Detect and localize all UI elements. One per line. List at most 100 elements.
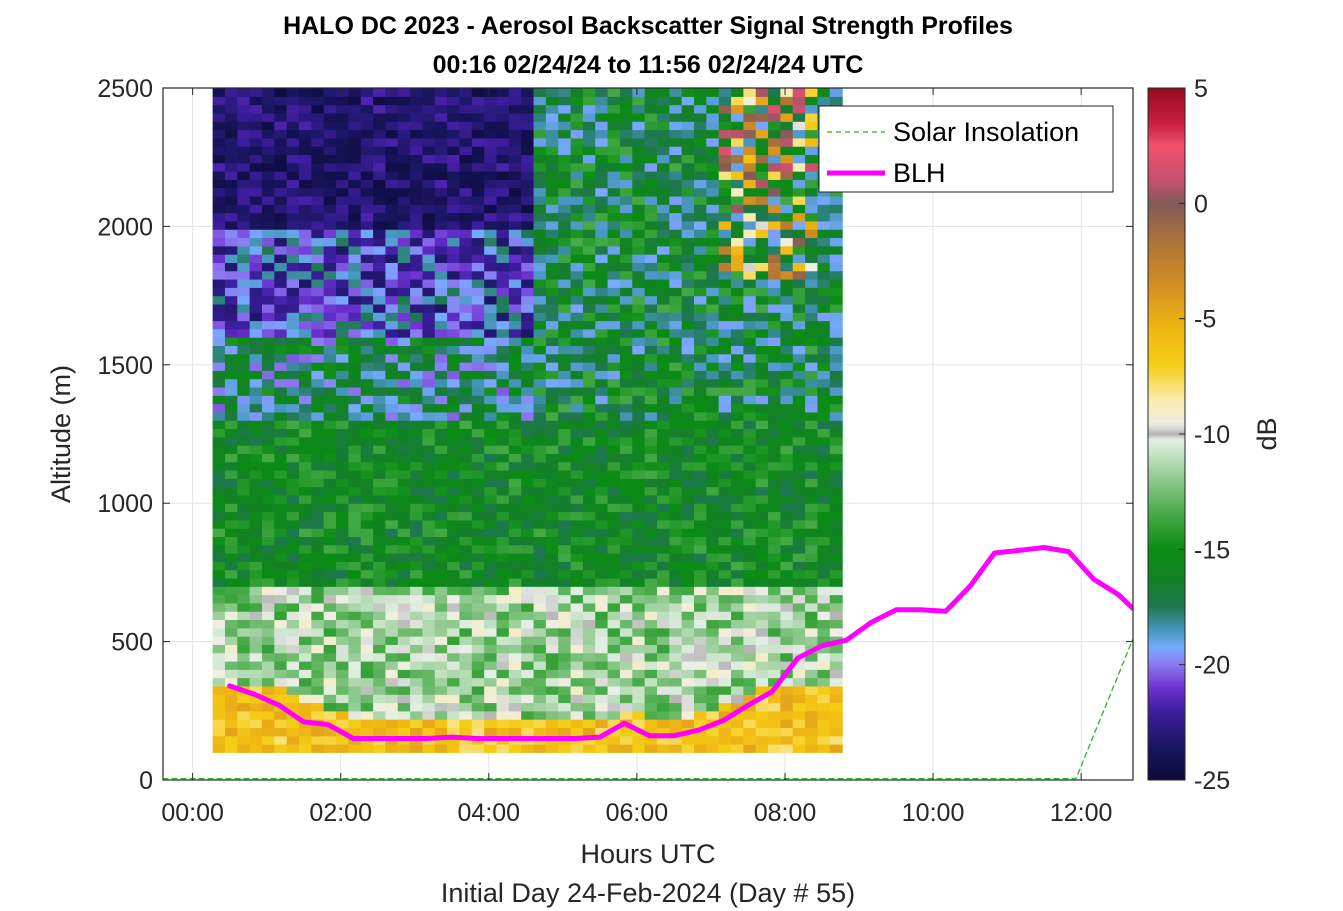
heatmap-cell [545,486,559,496]
heatmap-cell [706,237,720,247]
heatmap-cell [768,503,782,513]
heatmap-cell [681,561,695,571]
heatmap-cell [373,278,387,288]
heatmap-cell [792,660,806,670]
heatmap-cell [632,586,646,596]
heatmap-cell [323,577,337,587]
heatmap-cell [459,436,473,446]
heatmap-cell [410,295,424,305]
heatmap-cell [706,312,720,322]
heatmap-cell [274,544,288,554]
heatmap-cell [373,104,387,114]
heatmap-cell [447,594,461,604]
heatmap-cell [681,137,695,147]
heatmap-cell [286,295,300,305]
heatmap-cell [286,345,300,355]
heatmap-cell [484,519,498,529]
heatmap-cell [545,428,559,438]
heatmap-cell [212,478,226,488]
heatmap-cell [533,220,547,230]
heatmap-cell [508,353,522,363]
heatmap-cell [632,229,646,239]
heatmap-cell [669,735,683,745]
heatmap-cell [224,553,238,562]
heatmap-cell [212,544,226,554]
heatmap-cell [237,129,251,139]
heatmap-cell [669,195,683,205]
heatmap-cell [582,586,596,596]
heatmap-cell [533,278,547,288]
heatmap-cell [619,469,633,479]
heatmap-cell [533,386,547,396]
heatmap-cell [656,154,670,164]
heatmap-cell [385,245,399,255]
heatmap-cell [360,386,374,396]
heatmap-cell [434,677,448,687]
heatmap-cell [459,503,473,513]
heatmap-cell [385,494,399,504]
heatmap-cell [694,112,707,122]
heatmap-cell [792,719,806,728]
heatmap-cell [261,719,275,728]
heatmap-cell [731,486,744,496]
heatmap-cell [681,171,695,180]
heatmap-cell [780,511,794,521]
heatmap-cell [385,445,399,454]
heatmap-cell [249,627,263,637]
heatmap-cell [336,611,349,621]
heatmap-cell [348,702,362,712]
heatmap-cell [447,685,461,695]
heatmap-cell [656,461,670,471]
heatmap-cell [607,478,621,488]
heatmap-cell [299,528,312,538]
heatmap-cell [681,386,695,396]
heatmap-cell [323,553,337,562]
heatmap-cell [447,694,461,704]
heatmap-cell [792,428,806,438]
heatmap-cell [619,220,633,230]
heatmap-cell [299,378,312,388]
heatmap-cell [718,337,732,347]
heatmap-cell [545,436,559,446]
heatmap-cell [595,229,609,239]
heatmap-cell [743,270,757,280]
heatmap-cell [595,171,609,180]
heatmap-cell [545,619,559,629]
heatmap-cell [829,511,843,521]
heatmap-cell [582,104,596,114]
heatmap-cell [619,146,633,156]
heatmap-cell [681,270,695,280]
heatmap-cell [508,719,522,728]
heatmap-cell [755,171,769,180]
heatmap-cell [607,702,621,712]
heatmap-cell [768,204,782,214]
heatmap-cell [718,270,732,280]
heatmap-cell [681,528,695,538]
heatmap-cell [422,96,436,106]
heatmap-cell [360,146,374,156]
heatmap-cell [619,137,633,147]
heatmap-cell [731,536,744,546]
heatmap-cell [348,611,362,621]
heatmap-cell [644,478,658,488]
heatmap-cell [397,229,411,239]
heatmap-cell [471,469,485,479]
heatmap-cell [274,553,288,562]
heatmap-cell [286,378,300,388]
heatmap-cell [768,544,782,554]
heatmap-cell [718,171,732,180]
heatmap-cell [237,378,251,388]
heatmap-cell [533,345,547,355]
heatmap-cell [607,469,621,479]
heatmap-cell [484,403,498,413]
heatmap-cell [731,270,744,280]
heatmap-cell [274,536,288,546]
heatmap-cell [286,121,300,131]
heatmap-cell [731,403,744,413]
heatmap-cell [632,486,646,496]
heatmap-cell [373,561,387,571]
heatmap-cell [261,436,275,446]
heatmap-cell [558,378,572,388]
heatmap-cell [706,494,720,504]
heatmap-cell [311,229,325,239]
